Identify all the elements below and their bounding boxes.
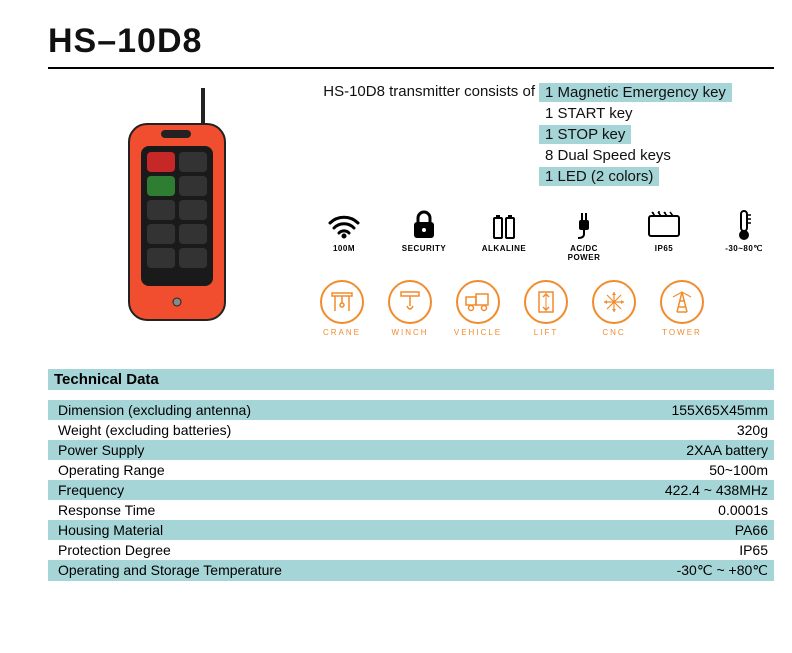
feature-icon: 100M (316, 208, 372, 262)
app-icon: CNC (588, 280, 640, 337)
lift-icon (524, 280, 568, 324)
right-column: HS-10D8 transmitter consists of 1 Magnet… (298, 83, 774, 353)
icon-label: IP65 (655, 244, 673, 253)
icon-label: -30~80℃ (725, 244, 763, 253)
tech-label: Housing Material (58, 522, 163, 538)
tech-label: Protection Degree (58, 542, 171, 558)
icon-label: SECURITY (402, 244, 446, 253)
feature-icon: ALKALINE (476, 208, 532, 262)
winch-icon (388, 280, 432, 324)
battery-icon (484, 208, 524, 242)
consists-item: 1 START key (539, 104, 639, 123)
tech-value: IP65 (739, 542, 768, 558)
product-image (48, 83, 298, 353)
tech-label: Power Supply (58, 442, 144, 458)
consists-item: 8 Dual Speed keys (539, 146, 677, 165)
feature-icon: AC/DC POWER (556, 208, 612, 262)
tech-value: -30℃ ~ +80℃ (677, 562, 768, 579)
consists-item: 1 Magnetic Emergency key (539, 83, 732, 102)
tech-label: Weight (excluding batteries) (58, 422, 231, 438)
technical-data-section: Technical Data Dimension (excluding ante… (0, 353, 792, 581)
tech-value: 422.4 ~ 438MHz (665, 482, 768, 498)
lock-icon (404, 208, 444, 242)
technical-data-header: Technical Data (48, 369, 774, 390)
feature-icon: -30~80℃ (716, 208, 772, 262)
app-label: CNC (602, 328, 625, 337)
app-label: LIFT (534, 328, 558, 337)
feature-icon: IP65 (636, 208, 692, 262)
table-row: Power Supply 2XAA battery (48, 440, 774, 460)
tech-label: Dimension (excluding antenna) (58, 402, 251, 418)
tech-value: 320g (737, 422, 768, 438)
app-label: VEHICLE (454, 328, 502, 337)
app-label: WINCH (391, 328, 428, 337)
tech-label: Frequency (58, 482, 124, 498)
app-icon: CRANE (316, 280, 368, 337)
shield-icon (644, 208, 684, 242)
tech-label: Operating Range (58, 462, 165, 478)
app-label: CRANE (323, 328, 361, 337)
tech-label: Response Time (58, 502, 155, 518)
table-row: Housing Material PA66 (48, 520, 774, 540)
tech-value: 155X65X45mm (671, 402, 768, 418)
app-icon: WINCH (384, 280, 436, 337)
app-label: TOWER (662, 328, 702, 337)
app-icon: LIFT (520, 280, 572, 337)
table-row: Frequency 422.4 ~ 438MHz (48, 480, 774, 500)
remote-illustration (83, 88, 263, 348)
cnc-icon (592, 280, 636, 324)
tech-value: PA66 (735, 522, 768, 538)
tower-icon (660, 280, 704, 324)
table-row: Weight (excluding batteries) 320g (48, 420, 774, 440)
tech-label: Operating and Storage Temperature (58, 562, 282, 579)
app-icon: VEHICLE (452, 280, 504, 337)
page-title: HS–10D8 (0, 0, 792, 67)
table-row: Operating and Storage Temperature -30℃ ~… (48, 560, 774, 581)
tech-value: 2XAA battery (686, 442, 768, 458)
application-icon-row: CRANE WINCH VEHICLE LIFT (314, 280, 774, 337)
icon-label: ALKALINE (482, 244, 526, 253)
consists-item: 1 LED (2 colors) (539, 167, 659, 186)
table-row: Response Time 0.0001s (48, 500, 774, 520)
table-row: Operating Range 50~100m (48, 460, 774, 480)
plug-icon (564, 208, 604, 242)
vehicle-icon (456, 280, 500, 324)
icon-label: AC/DC POWER (556, 244, 612, 262)
consists-list: HS-10D8 transmitter consists of 1 Magnet… (314, 83, 774, 186)
technical-data-table: Dimension (excluding antenna) 155X65X45m… (48, 400, 774, 581)
feature-icon-row: 100M SECURITY ALKALINE AC/DC POWER (314, 208, 774, 262)
feature-icon: SECURITY (396, 208, 452, 262)
table-row: Dimension (excluding antenna) 155X65X45m… (48, 400, 774, 420)
tech-value: 50~100m (709, 462, 768, 478)
tech-value: 0.0001s (718, 502, 768, 518)
upper-section: HS-10D8 transmitter consists of 1 Magnet… (0, 69, 792, 353)
consists-prefix: HS-10D8 transmitter consists of (314, 83, 539, 102)
crane-icon (320, 280, 364, 324)
table-row: Protection Degree IP65 (48, 540, 774, 560)
thermo-icon (724, 208, 764, 242)
icon-label: 100M (333, 244, 355, 253)
app-icon: TOWER (656, 280, 708, 337)
wifi-icon (324, 208, 364, 242)
consists-item: 1 STOP key (539, 125, 631, 144)
